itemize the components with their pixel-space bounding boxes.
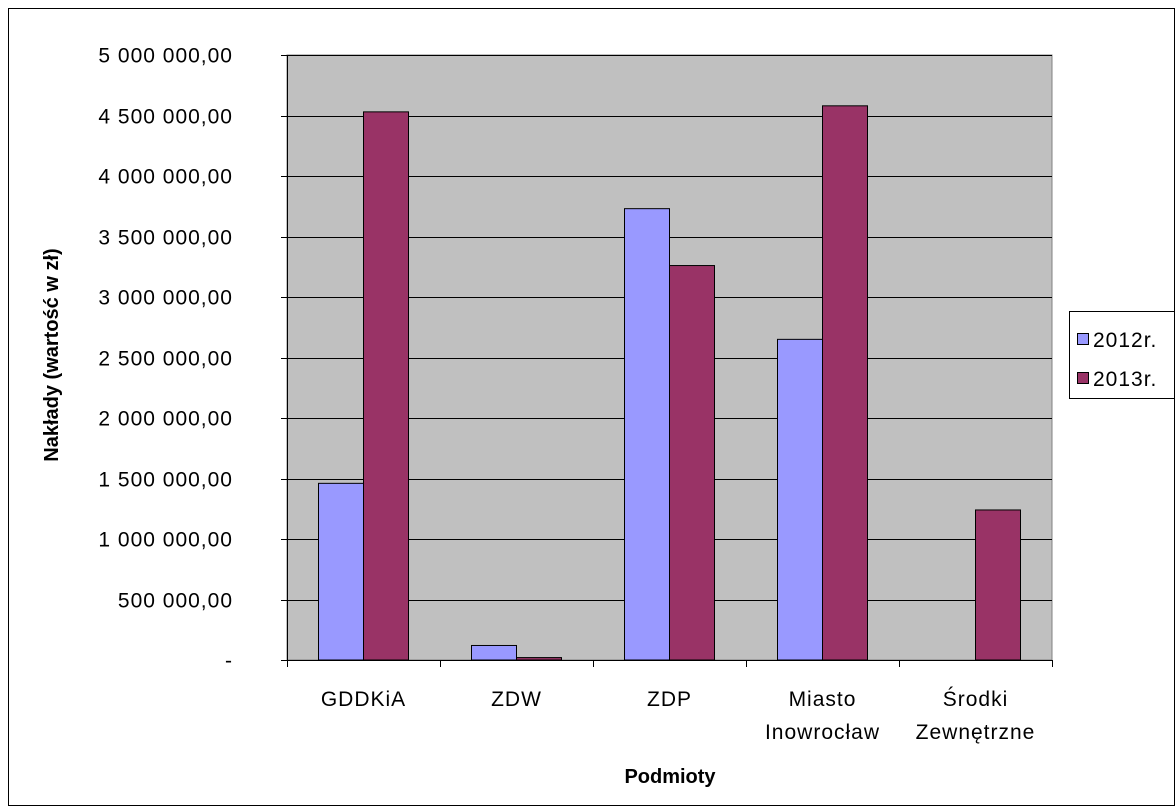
x-axis-title: Podmioty xyxy=(624,766,716,788)
y-tick-label: 4 000 000,00 xyxy=(98,166,233,189)
y-tick-label: 3 500 000,00 xyxy=(98,227,233,250)
legend-label-2012r: 2012r. xyxy=(1093,329,1157,352)
legend-swatch-2013r xyxy=(1077,372,1089,384)
bar-2012r-zdw xyxy=(471,644,517,661)
y-tick-label: 500 000,00 xyxy=(118,590,233,613)
y-tick-label: 3 000 000,00 xyxy=(98,287,233,310)
bar-2013r-srodki-zewnetrzne xyxy=(975,509,1021,661)
y-tick-label: 1 500 000,00 xyxy=(98,469,233,492)
y-tick-label: - xyxy=(225,650,233,673)
bar-2012r-gddkia xyxy=(318,482,364,661)
x-tick-label-srodki-zewnetrzne: Środki Zewnętrzne xyxy=(916,687,1036,744)
bar-2013r-miasto-inowroclaw xyxy=(822,105,868,661)
legend-swatch-2012r xyxy=(1077,333,1089,345)
axes xyxy=(281,55,1053,667)
legend-label-2013r: 2013r. xyxy=(1093,368,1157,391)
x-tick-label-miasto-inowroclaw: Miasto Inowrocław xyxy=(765,688,880,744)
y-tick-label: 2 000 000,00 xyxy=(98,408,233,431)
y-tick-label: 1 000 000,00 xyxy=(98,529,233,552)
legend: 2012r. 2013r. xyxy=(1069,311,1175,399)
bar-2013r-zdp xyxy=(669,265,715,661)
x-tick-label-zdp: ZDP xyxy=(647,688,692,711)
y-axis-title: Nakłady (wartość w zł) xyxy=(41,248,63,461)
bar-2012r-zdp xyxy=(624,208,670,661)
y-tick-label: 4 500 000,00 xyxy=(98,106,233,129)
bar-2012r-miasto-inowroclaw xyxy=(777,338,823,661)
tick-labels: - 500 000,00 1 000 000,00 1 500 000,00 2 000… xyxy=(98,45,1036,745)
x-tick-label-gddkia: GDDKiA xyxy=(321,688,406,711)
y-tick-label: 2 500 000,00 xyxy=(98,348,233,371)
bar-2013r-gddkia xyxy=(363,111,409,661)
y-tick-label: 5 000 000,00 xyxy=(98,45,233,68)
bar-2013r-zdw xyxy=(516,657,562,661)
x-tick-label-zdw: ZDW xyxy=(491,688,542,711)
